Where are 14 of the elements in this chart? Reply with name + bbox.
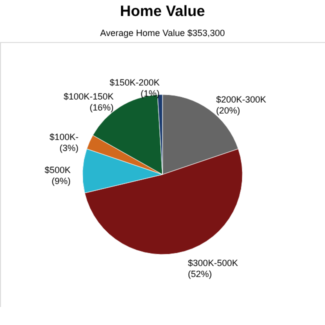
slice-label: $100K- (49, 132, 78, 142)
data-label: (16%) (90, 102, 114, 113)
slice-label: $100K-150K (64, 92, 114, 102)
data-label: (52%) (188, 268, 212, 279)
chart-subtitle: Average Home Value $353,300 (100, 28, 225, 38)
data-label: (20%) (216, 106, 240, 116)
slice-label: $150K-200K (110, 78, 160, 88)
data-label: (3%) (59, 142, 78, 153)
chart-title: Home Value (120, 3, 206, 20)
data-label: (1%) (140, 88, 160, 99)
slice-label: $300K-500K (188, 258, 238, 268)
slice-label: $500K (44, 165, 71, 176)
slice-label: $200K-300K (216, 94, 266, 105)
data-label: (9%) (52, 176, 71, 186)
